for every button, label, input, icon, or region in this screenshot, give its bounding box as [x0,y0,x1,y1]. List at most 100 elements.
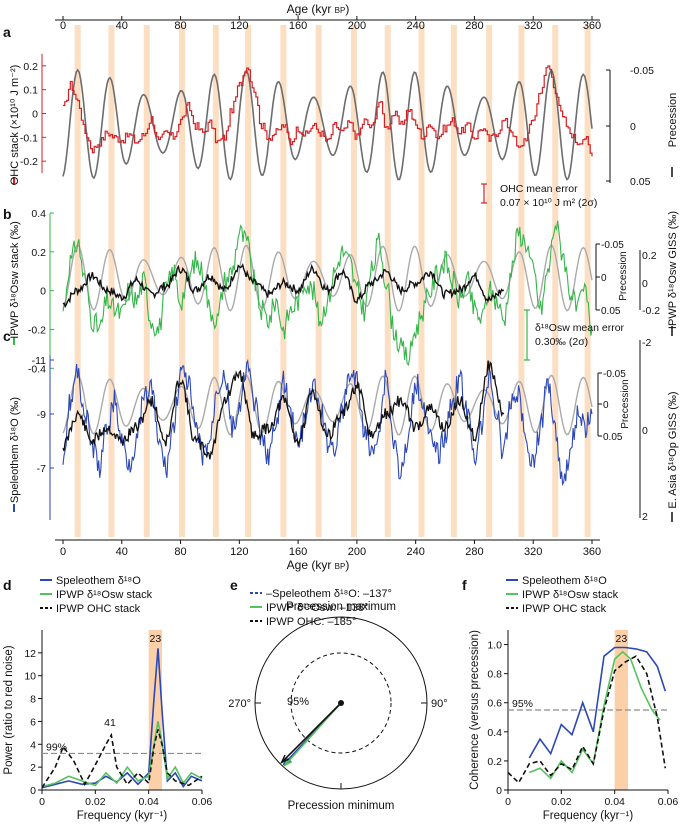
panel-c-ylabel-right: E. Asia δ¹⁸Op GISS (‰) [667,391,679,522]
orbital-band-11 [450,25,457,537]
panel-b-ytick-label: 0.4 [31,208,46,220]
panel-f-y-tick-label: 0.4 [487,727,502,739]
top-x-tick-label: 280 [465,20,483,32]
panel-f-band-label: 23 [615,633,627,645]
orbital-band-0 [74,25,81,537]
panel-d-x-tick-label: 0.04 [138,796,159,808]
phase-vector-arrowhead-2 [280,754,290,764]
orbital-band-7 [315,25,322,537]
panel-f-y-tick-label: 0.6 [487,698,502,710]
panel-d-legend-label: IPWP OHC stack [56,603,141,615]
panel-e-phase-wheel: Precession maximum Precession minimum 270°… [228,588,447,812]
panel-letter-a: a [3,24,11,40]
panel-b-inner-axis-label: Precession [618,251,629,300]
panel-f-series-2 [507,655,667,784]
panel-a-right-ytick-label: 0 [630,121,636,133]
panel-b-inner-tick-label: -0.05 [601,240,624,251]
panel-d-y-tick-label: 12 [24,648,36,660]
panel-d-legend-label: Speleothem δ¹⁸O [56,575,141,587]
orbital-band-13 [518,25,525,537]
orbital-band-1 [108,25,115,537]
panel-f-y-tick-label: 0.8 [487,669,502,681]
panel-b-ylabel: IPWP δ¹⁸Osw stack (‰) [9,221,21,345]
panel-a-right-ytick-label: -0.05 [630,65,654,77]
orbital-band-9 [384,25,391,537]
panel-a-ytick-label: -0.2 [20,156,38,168]
panel-c-ytick-label: -7 [37,463,46,475]
top-x-tick-label: 360 [583,20,601,32]
panel-f-y-tick-label: 1.0 [487,640,502,652]
panel-d-x-tick-label: 0 [39,796,45,808]
orbital-band-4 [212,25,219,537]
svg-text:δ¹⁸Osw mean error: δ¹⁸Osw mean error [535,322,625,334]
svg-text:Speleothem δ¹⁸O (‰): Speleothem δ¹⁸O (‰) [9,397,21,503]
top-x-tick-label: 320 [524,20,542,32]
panel-f-y-tick-label: 0 [496,785,502,797]
bottom-x-axis-label: Age (kyr BP) [287,558,350,572]
panel-f-series-0 [528,646,667,759]
panel-b-right-tick-label: 0 [642,278,648,290]
orbital-band-14 [552,25,559,537]
panel-d-y-tick-label: 0 [30,785,36,797]
orbital-band-10 [418,25,425,537]
top-x-tick-label: 120 [230,20,248,32]
panel-c-ytick-label: -11 [32,355,47,367]
svg-text:OHC stack (×10¹⁰ J m⁻²): OHC stack (×10¹⁰ J m⁻²) [9,65,21,186]
main-axes: 0040408080120120160160200200240240280280… [20,16,660,558]
main-series [62,65,593,487]
panel-f-coherence: 23 0 0.02 0.04 0.06 0 0.2 0.4 0.6 0.8 1.0 Frequency… [469,575,678,822]
phase-wheel-left-label: 270° [228,698,251,710]
panel-d-significance-label: 99% [46,741,67,753]
panel-c-inner-tick-label: 0 [603,400,609,411]
top-x-tick-label: 160 [289,20,307,32]
panel-a-precession-line [62,68,593,181]
panel-d-x-tick-label: 0.02 [85,796,106,808]
top-x-tick-label: 80 [174,20,186,32]
phase-wheel-95-label: 95% [287,696,309,708]
panel-c-right-tick-label: 0 [642,425,648,437]
phase-wheel-right-label: 90° [431,698,448,710]
panel-d-band-label: 23 [149,633,161,645]
panel-c-precession-line [62,374,593,436]
orbital-band-2 [143,25,150,537]
svg-text:OHC mean error: OHC mean error [500,183,578,195]
bottom-x-tick-label: 80 [174,546,186,558]
phase-wheel-center-dot [338,700,344,706]
panel-f-y-axis-label: Coherence (versus precession) [469,630,481,790]
panel-d-y-tick-label: 2 [30,762,36,774]
panel-b-inner-tick-label: 0.05 [601,306,621,317]
ohc-error-annotation: OHC mean error 0.07 × 10¹⁰ J m² (2σ) [481,183,597,209]
panel-c-speleothem-line [62,358,593,487]
top-x-tick-label: 200 [348,20,366,32]
panel-b-ytick-label: -0.4 [28,363,46,375]
panel-f-legend-label: Speleothem δ¹⁸O [522,575,607,587]
panel-b-ylabel-right: IPWP δ¹⁸Osw GISS (‰) [667,211,679,336]
svg-text:IPWP δ¹⁸Osw stack (‰): IPWP δ¹⁸Osw stack (‰) [9,221,21,339]
panel-d-y-tick-label: 4 [30,739,36,751]
svg-text:E. Asia δ¹⁸Op GISS (‰): E. Asia δ¹⁸Op GISS (‰) [667,391,679,508]
panel-d-series-2 [41,729,203,789]
bottom-x-tick-label: 320 [524,546,542,558]
panel-b-inner-tick-label: 0 [601,273,607,284]
panel-a-ytick-label: -0.1 [20,132,38,144]
panel-c-inner-tick-label: 0.05 [603,432,623,443]
panel-letter-d: d [3,577,12,593]
panel-c-right-tick-label: 2 [642,511,648,523]
bottom-x-tick-label: 0 [60,546,66,558]
panel-f-x-axis-label: Frequency (kyr⁻¹) [543,810,634,822]
phase-legend-label-2: IPWP OHC: –135° [266,616,356,628]
panel-d-legend-label: IPWP δ¹⁸Osw stack [56,589,153,601]
panel-f-x-tick-label: 0.06 [658,796,679,808]
panel-a-ylabel-right: Precession [667,93,679,177]
panel-b-d18osw-stack-line [62,220,593,367]
panel-c-ytick-label: -9 [37,409,46,421]
panel-a-right-ytick-label: 0.05 [630,176,651,188]
panel-letter-f: f [462,577,467,593]
top-x-axis-label: Age (kyr BP) [287,2,350,16]
panel-d-power-spectrum: 23 0 0.02 0.04 0.06 0 2 4 6 8 10 12 Frequency (kyr⁻¹… [3,575,212,822]
d18osw-error-annotation: δ¹⁸Osw mean error 0.30‰ (2σ) [524,309,625,361]
orbital-band-15 [584,25,591,537]
panel-a-ytick-label: 0.1 [23,85,38,97]
panel-d-x-axis-label: Frequency (kyr⁻¹) [77,810,168,822]
bottom-x-tick-label: 120 [230,546,248,558]
